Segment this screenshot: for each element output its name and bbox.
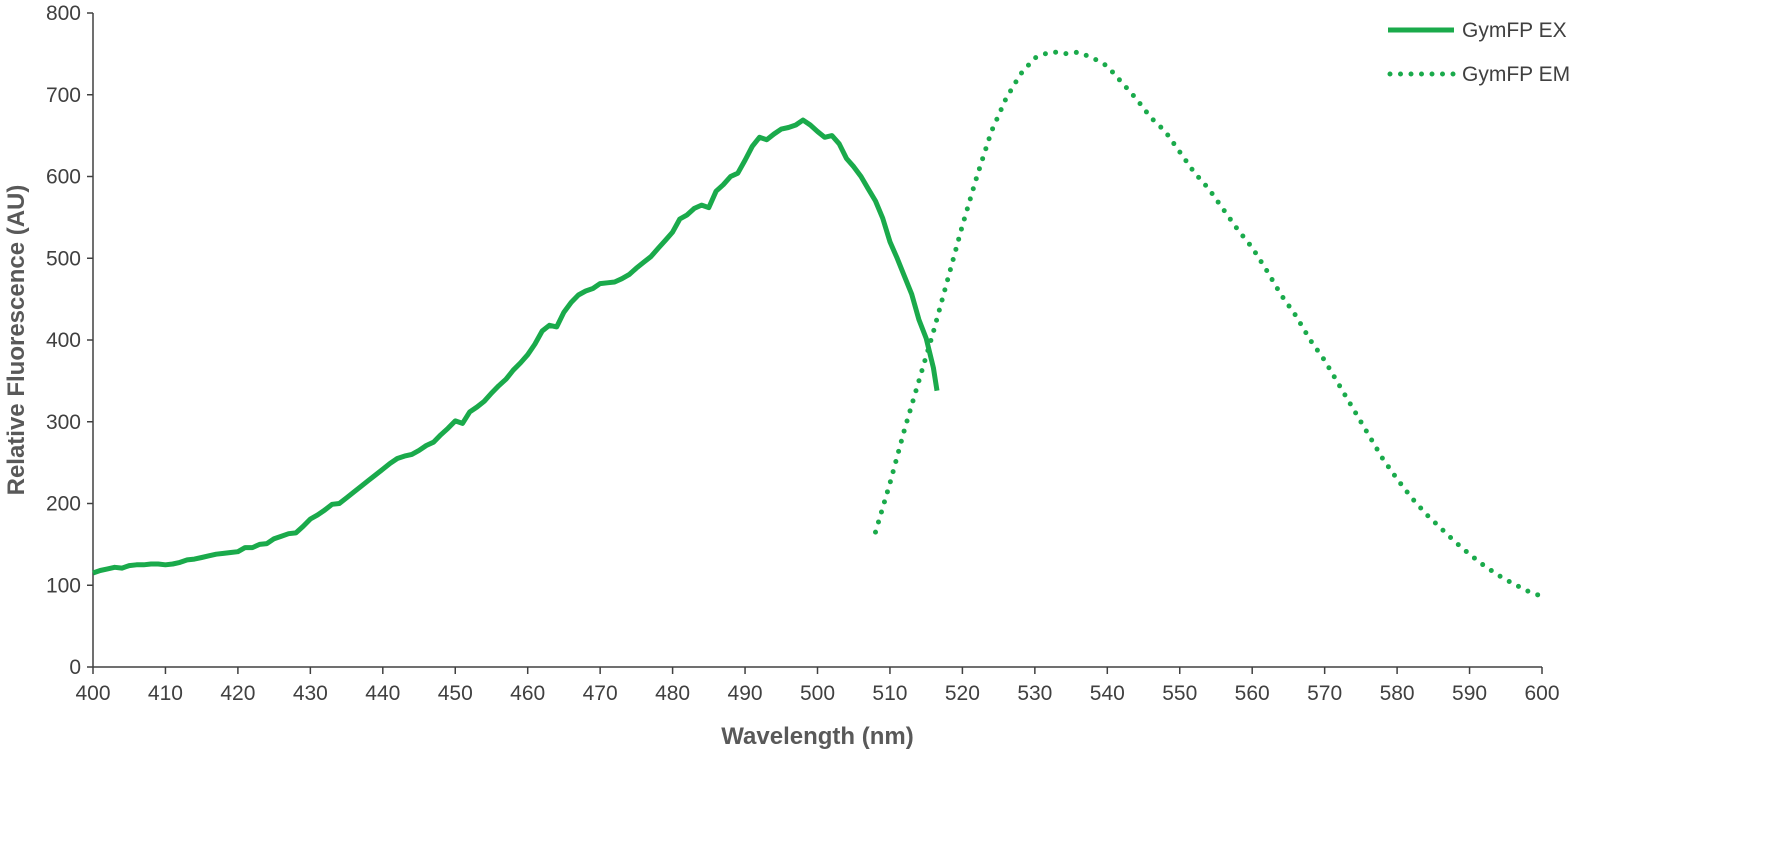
legend-label: GymFP EX bbox=[1462, 19, 1567, 42]
x-tick-label: 480 bbox=[655, 682, 690, 705]
x-axis-title: Wavelength (nm) bbox=[721, 723, 913, 750]
x-tick-label: 540 bbox=[1090, 682, 1125, 705]
plot-area bbox=[92, 49, 1541, 598]
x-tick-label: 460 bbox=[510, 682, 545, 705]
y-tick-label: 400 bbox=[46, 329, 81, 352]
y-tick-label: 300 bbox=[46, 411, 81, 434]
x-tick-label: 470 bbox=[583, 682, 618, 705]
x-tick-label: 530 bbox=[1017, 682, 1052, 705]
series-line-ex bbox=[92, 117, 940, 576]
y-tick-label: 600 bbox=[46, 166, 81, 189]
x-tick-label: 510 bbox=[872, 682, 907, 705]
y-tick-label: 100 bbox=[46, 574, 81, 597]
x-tick-label: 520 bbox=[945, 682, 980, 705]
x-tick-label: 560 bbox=[1235, 682, 1270, 705]
x-tick-label: 580 bbox=[1380, 682, 1415, 705]
x-tick-label: 570 bbox=[1307, 682, 1342, 705]
y-axis-title: Relative Fluorescence (AU) bbox=[3, 185, 30, 496]
y-tick-label: 500 bbox=[46, 247, 81, 270]
y-tick-label: 0 bbox=[69, 656, 81, 679]
y-tick-label: 800 bbox=[46, 2, 81, 25]
legend: GymFP EX GymFP EM bbox=[1387, 19, 1570, 86]
x-tick-label: 410 bbox=[148, 682, 183, 705]
x-tick-label: 600 bbox=[1524, 682, 1559, 705]
x-tick-label: 500 bbox=[800, 682, 835, 705]
x-tick-label: 450 bbox=[438, 682, 473, 705]
x-tick-label: 490 bbox=[728, 682, 763, 705]
y-tick-label: 700 bbox=[46, 84, 81, 107]
x-tick-label: 420 bbox=[220, 682, 255, 705]
x-tick-label: 400 bbox=[75, 682, 110, 705]
x-tick-label: 590 bbox=[1452, 682, 1487, 705]
series-line-em bbox=[873, 49, 1541, 598]
legend-label: GymFP EM bbox=[1462, 63, 1570, 86]
y-tick-label: 200 bbox=[46, 493, 81, 516]
x-tick-label: 550 bbox=[1162, 682, 1197, 705]
axes: 0 100 200 300 400 500 600 700 800 400 410 420 430 440… bbox=[46, 2, 1560, 705]
x-tick-label: 430 bbox=[293, 682, 328, 705]
x-tick-label: 440 bbox=[365, 682, 400, 705]
